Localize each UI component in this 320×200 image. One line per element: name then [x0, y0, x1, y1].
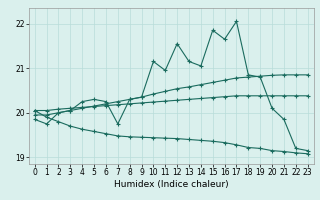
X-axis label: Humidex (Indice chaleur): Humidex (Indice chaleur)	[114, 180, 228, 189]
